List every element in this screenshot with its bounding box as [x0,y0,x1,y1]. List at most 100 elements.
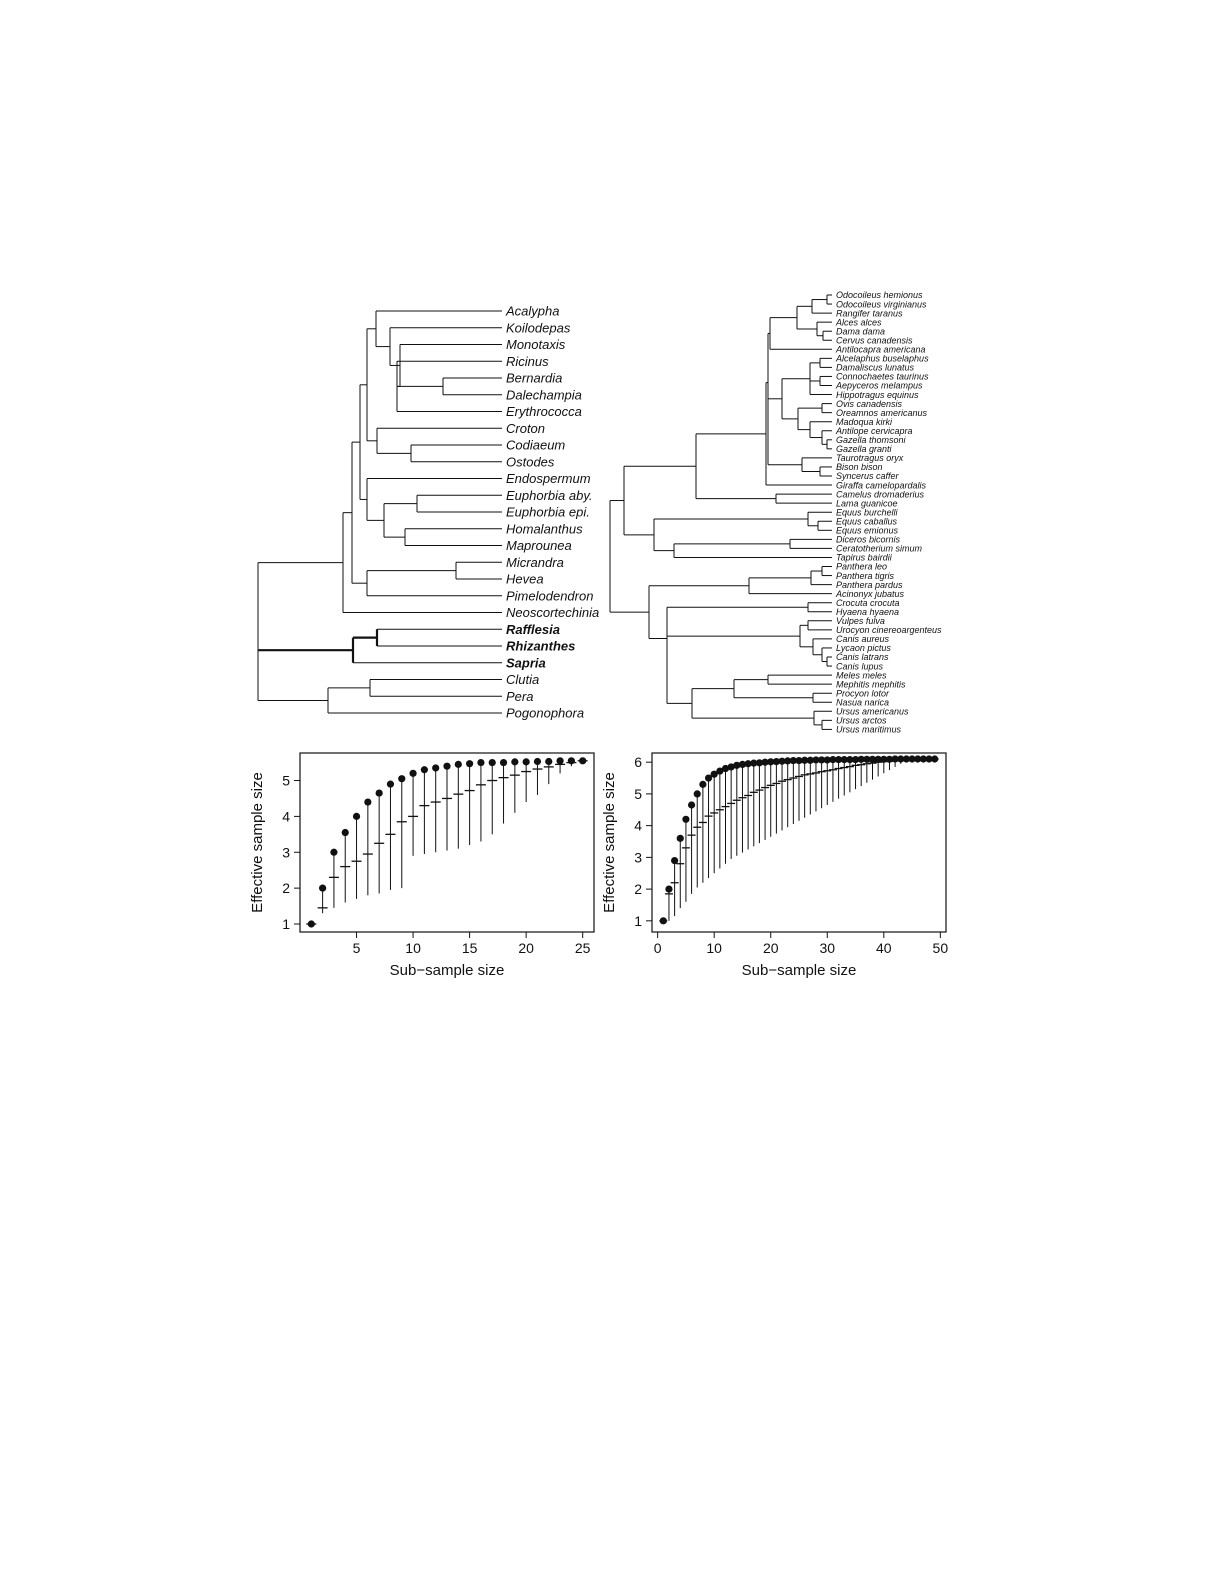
tip-label: Endospermum [506,471,591,486]
y-tick-label: 1 [634,913,642,929]
y-tick-label: 2 [282,880,290,896]
tip-label: Panthera tigris [836,571,895,581]
tip-label: Lama guanicoe [836,498,898,508]
tip-label: Odocoileus virginianus [836,299,927,309]
max-point [846,756,854,764]
x-tick-label: 50 [933,940,949,956]
max-point [307,920,315,928]
max-point [795,756,803,765]
max-point [857,755,865,763]
tip-label: Alcelaphus buselaphus [835,354,929,364]
x-tick-label: 20 [763,940,779,956]
tip-label: Ursus americanus [836,707,909,717]
tip-label: Canis latrans [836,652,889,662]
max-point [784,757,792,765]
max-point [375,789,383,797]
max-point [499,758,508,767]
max-point [812,756,820,764]
tip-label: Dama dama [836,326,885,336]
tip-label: Ceratotherium simum [836,544,923,554]
plot-frame [299,752,595,933]
tip-label: Equus caballus [836,516,898,526]
tip-label: Pogonophora [506,706,584,721]
max-point [818,756,826,764]
tip-label: Ursus maritimus [836,725,902,735]
tip-label: Giraffa camelopardalis [836,480,927,490]
y-tick-label: 6 [634,754,642,770]
max-point [801,756,809,764]
tip-label: Maprounea [506,538,572,553]
tip-label: Mephitis mephitis [836,679,906,689]
y-axis-label: Effective sample size [249,772,266,913]
max-point [767,758,775,766]
max-point [772,757,780,766]
tip-label: Gazella thomsoni [836,435,907,445]
tip-label: Diceros bicornis [836,535,901,545]
max-point [488,758,496,767]
x-tick-label: 20 [518,940,534,956]
y-tick-label: 1 [282,916,290,932]
tip-label: Euphorbia epi. [506,505,590,520]
tip-label: Antilocapra americana [835,345,926,355]
max-point [750,759,758,767]
max-point [579,757,587,765]
tip-label: Dalechampia [506,387,582,402]
x-tick-label: 15 [462,940,478,956]
x-axis-label: Sub−sample size [742,962,857,979]
y-tick-label: 2 [634,881,642,897]
max-point [834,756,843,764]
max-point [341,828,349,837]
max-point [738,760,747,768]
max-point [868,755,877,763]
max-point [710,770,718,778]
tip-label: Sapria [506,655,546,670]
max-point [671,856,679,865]
max-point [687,801,696,809]
y-tick-label: 5 [282,773,290,789]
max-point [744,760,752,768]
max-point [931,755,939,763]
tip-label: Panthera leo [836,562,887,572]
tip-label: Croton [506,421,545,436]
tip-label: Vulpes fulva [836,616,885,626]
tip-label: Aepyceros melampus [835,381,923,391]
max-point [364,798,372,806]
x-tick-label: 10 [706,940,722,956]
max-point [693,790,701,798]
max-point [778,757,786,765]
tip-label: Hippotragus equinus [836,390,919,400]
tip-label: Crocuta crocuta [836,598,900,608]
max-point [925,755,933,763]
tip-label: Damaliscus lunatus [836,363,915,373]
tip-label: Equus burchelli [836,507,899,517]
max-point [840,756,848,764]
max-point [659,917,667,925]
tip-label: Meles meles [836,670,887,680]
max-point [443,762,451,770]
max-point [533,757,542,766]
tip-label: Oreamnos americanus [836,408,928,418]
tip-label: Pera [506,689,533,704]
tip-label: Erythrococca [506,404,582,419]
max-point [466,760,474,768]
plot-frame [651,752,947,933]
tip-label: Hyaena hyaena [836,607,899,617]
right-effective-sample-plot: 0 10 20 30 40 50 1 2 3 4 5 6 Sub−sample size Effectiv… [601,752,949,979]
max-point [704,774,713,782]
max-point [919,755,927,763]
tip-label: Ovis canadensis [836,399,903,409]
max-point [806,756,814,764]
tip-label: Koilodepas [506,320,571,335]
tip-label: Bison bison [836,462,883,472]
y-tick-label: 3 [634,849,642,865]
tip-label: Homalanthus [506,521,583,536]
max-point [699,780,707,788]
max-point [556,757,564,765]
max-point [727,763,735,771]
max-point [319,884,327,892]
max-point [511,758,519,766]
tip-label: Cervus canadensis [836,335,913,345]
tip-label: Clutia [506,672,539,687]
